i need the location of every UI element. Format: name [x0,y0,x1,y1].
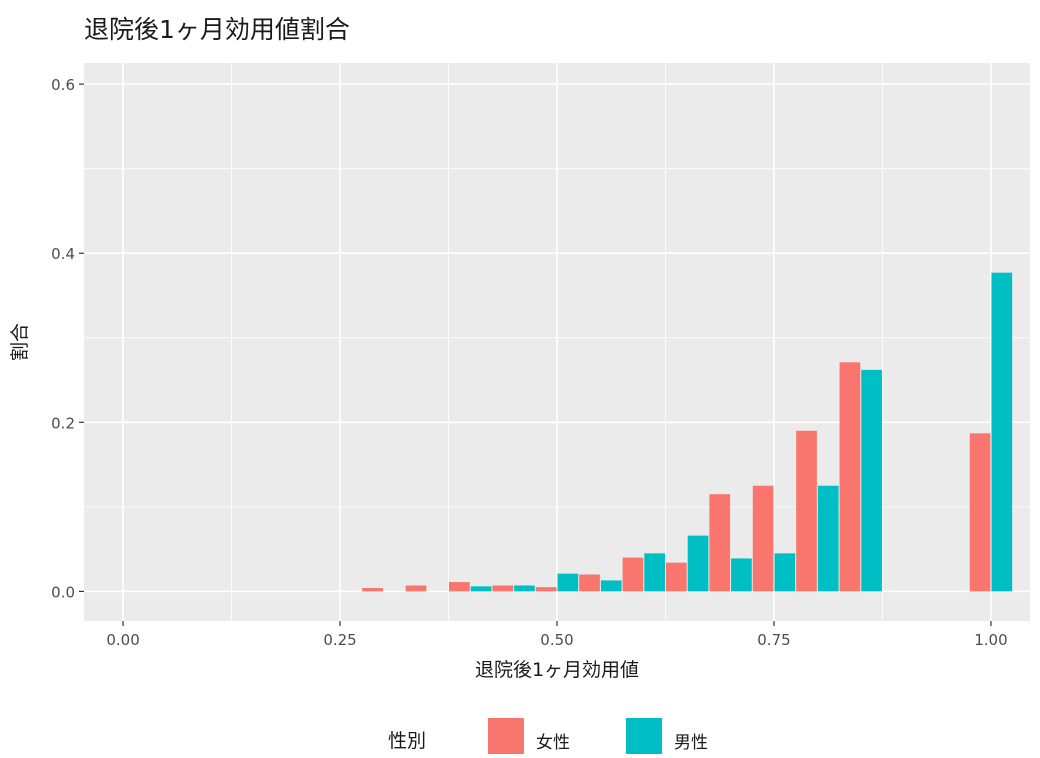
y-tick-label: 0.6 [51,76,75,94]
bar-male [731,558,752,592]
bar-male [470,586,492,592]
bar-female [622,557,644,592]
legend-label-male: 男性 [674,733,708,753]
bar-male [687,535,709,592]
bar-female [752,485,774,592]
chart-title: 退院後1ヶ月効用値割合 [84,15,350,44]
legend-key-female [488,718,524,754]
y-tick-label: 0.2 [51,414,75,432]
bar-female [535,587,557,592]
legend-key-male [626,718,662,754]
bar-male [514,585,535,592]
x-tick-label: 0.75 [757,631,790,649]
legend-label-female: 女性 [536,733,570,753]
bar-male [600,580,622,592]
x-tick-label: 1.00 [974,631,1007,649]
bar-female [579,574,600,592]
x-axis-title: 退院後1ヶ月効用値 [475,659,639,681]
x-tick-label: 0.00 [106,631,139,649]
x-axis: 0.00 0.25 0.50 0.75 1.00 [106,621,1008,649]
histogram-chart: 退院後1ヶ月効用値割合 0.00.20.40.6 0.00 0.25 0.50 0.7… [9,15,1030,681]
bar-female [969,433,991,592]
bar-male [991,272,1013,592]
bar-female [449,582,470,592]
y-axis: 0.0 0.2 0.4 0.6 [51,76,84,601]
bar-male [817,485,839,592]
x-tick-label: 0.50 [540,631,573,649]
legend: 性別 女性 男性 [0,716,1040,756]
bar-female [709,494,731,592]
bar-male [774,553,796,592]
x-tick-label: 0.25 [323,631,356,649]
bar-female [796,430,817,592]
y-tick-label: 0.4 [51,245,75,263]
bars [362,272,1013,592]
bar-female [362,588,383,592]
bar-female [665,562,687,592]
bar-male [557,573,579,592]
bar-female [405,585,427,592]
bar-male [644,553,665,592]
y-tick-label: 0.0 [51,583,75,601]
bar-male [861,369,882,592]
y-axis-title: 割合 [9,323,31,361]
bar-female [839,362,861,592]
legend-title: 性別 [388,730,427,752]
bar-female [492,585,514,592]
grid-major [84,63,1030,621]
